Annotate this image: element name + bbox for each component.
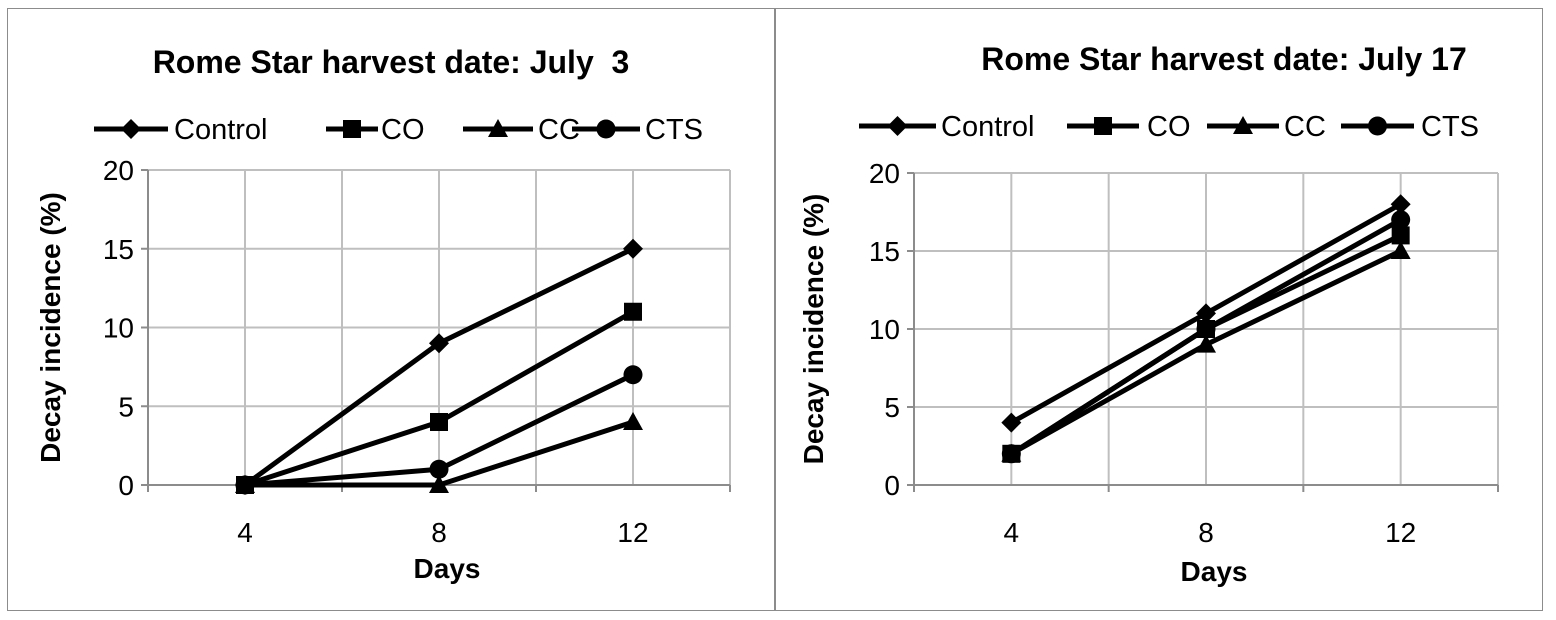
x-axis-title: Days bbox=[414, 553, 481, 584]
data-point-cts bbox=[1196, 319, 1216, 339]
data-point-cc bbox=[1390, 241, 1411, 259]
y-tick-label: 5 bbox=[118, 391, 134, 422]
data-point-cts bbox=[429, 459, 449, 479]
data-point-control bbox=[623, 238, 643, 259]
data-point-co bbox=[430, 413, 448, 431]
y-tick-label: 10 bbox=[869, 314, 900, 345]
data-point-control bbox=[1196, 303, 1216, 324]
data-point-control bbox=[429, 333, 449, 354]
x-tick-label: 8 bbox=[1198, 517, 1214, 548]
data-point-co bbox=[1391, 226, 1410, 245]
legend-marker-cts bbox=[596, 119, 616, 139]
legend-label-cc: CC bbox=[1284, 111, 1326, 143]
legend-label-co: CO bbox=[381, 114, 425, 146]
data-point-cc bbox=[623, 412, 643, 430]
data-point-cts bbox=[1391, 210, 1411, 230]
data-point-cts bbox=[1001, 444, 1021, 464]
y-tick-label: 15 bbox=[103, 234, 134, 265]
legend-label-control: Control bbox=[941, 111, 1035, 143]
legend-marker-co bbox=[1094, 117, 1112, 135]
data-point-cc bbox=[1196, 334, 1216, 353]
legend-marker-cc bbox=[1233, 116, 1253, 134]
data-point-control bbox=[1001, 412, 1022, 433]
legend-marker-control bbox=[887, 116, 908, 136]
y-tick-label: 15 bbox=[869, 236, 900, 267]
x-tick-label: 4 bbox=[237, 517, 253, 548]
chart-panel-july-3: 0 5 10 15 20 4 8 12 Control CO CC CTS Rome Star harv… bbox=[7, 8, 775, 611]
data-point-cts bbox=[623, 365, 643, 385]
y-tick-label: 20 bbox=[103, 155, 134, 186]
y-axis-title: Decay incidence (%) bbox=[798, 194, 829, 465]
chart-svg-july-17: 0 5 10 15 20 4 8 12 Control CO CC CTS Rome Star harv… bbox=[798, 41, 1499, 587]
data-point-cc bbox=[429, 475, 449, 493]
legend-marker-co bbox=[343, 120, 361, 138]
legend-marker-control bbox=[121, 119, 141, 139]
data-point-cts bbox=[235, 475, 255, 495]
x-tick-label: 12 bbox=[617, 517, 648, 548]
y-axis-title: Decay incidence (%) bbox=[35, 192, 66, 463]
chart-title: Rome Star harvest date: July 3 bbox=[153, 44, 630, 80]
legend-marker-cts bbox=[1368, 116, 1387, 136]
chart-panel-july-17: 0 5 10 15 20 4 8 12 Control CO CC CTS Rome Star harv… bbox=[775, 8, 1543, 611]
x-tick-label: 12 bbox=[1385, 517, 1416, 548]
y-tick-label: 20 bbox=[869, 158, 900, 189]
chart-title: Rome Star harvest date: July 17 bbox=[981, 41, 1467, 77]
legend-label-co: CO bbox=[1147, 111, 1191, 143]
legend-label-cts: CTS bbox=[1421, 111, 1479, 143]
x-tick-label: 4 bbox=[1004, 517, 1020, 548]
x-axis-title: Days bbox=[1181, 556, 1248, 587]
legend-marker-cc bbox=[488, 119, 508, 137]
data-point-co bbox=[624, 302, 642, 321]
x-tick-label: 8 bbox=[431, 517, 447, 548]
data-point-control bbox=[1390, 194, 1411, 215]
y-tick-label: 10 bbox=[103, 313, 134, 344]
y-tick-label: 0 bbox=[118, 470, 134, 501]
y-tick-label: 0 bbox=[884, 470, 900, 501]
legend-label-cts: CTS bbox=[645, 114, 703, 146]
y-tick-label: 5 bbox=[884, 392, 900, 423]
legend-label-control: Control bbox=[174, 114, 268, 146]
